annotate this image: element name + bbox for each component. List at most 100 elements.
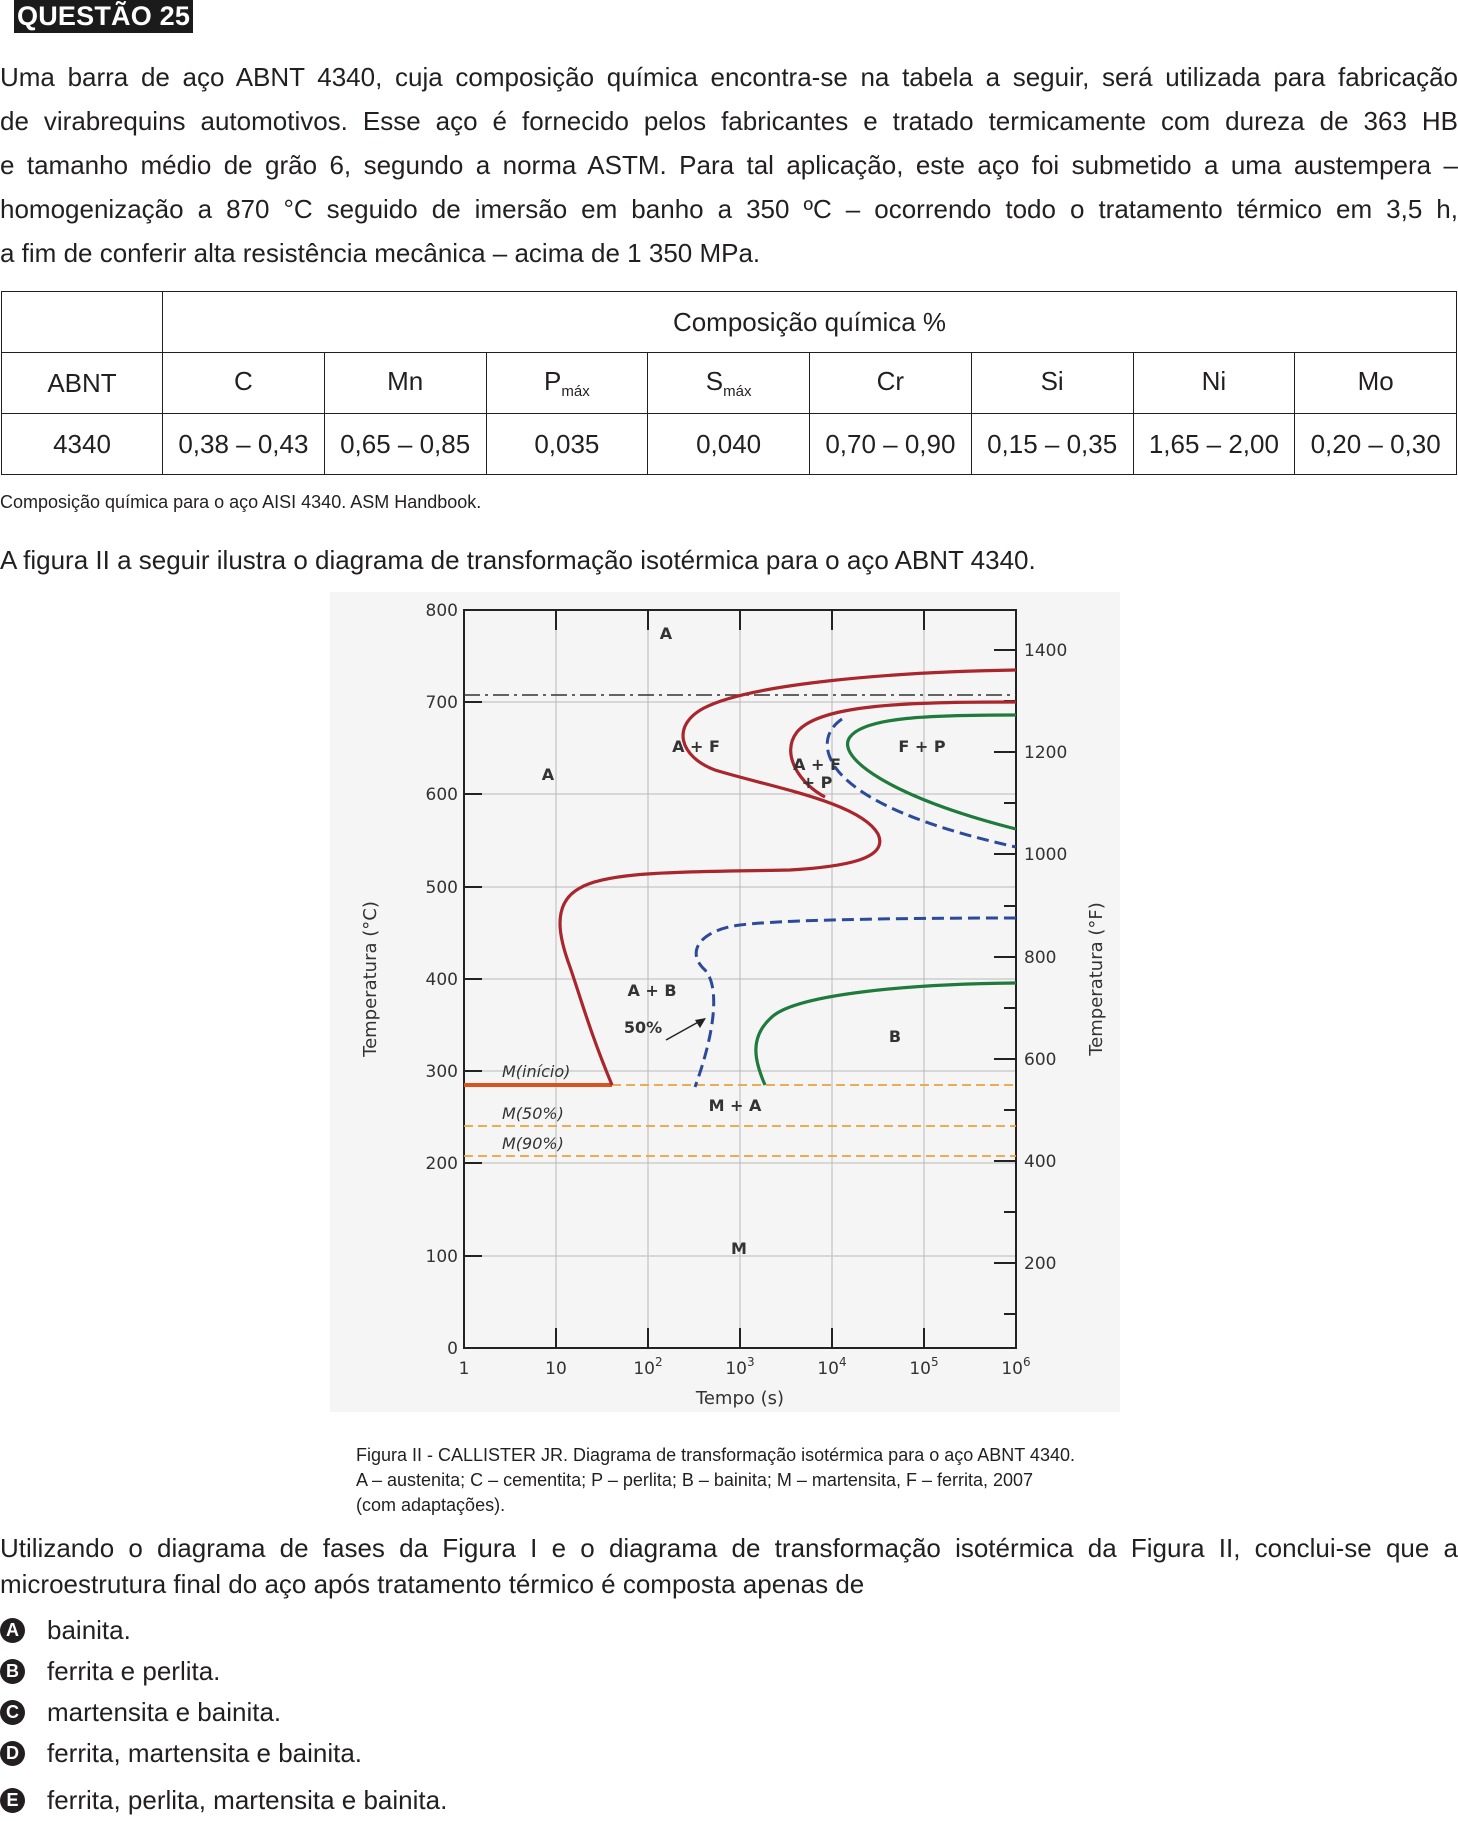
fifty-arrow-head: [695, 1018, 706, 1028]
y-right-tick: 800: [1024, 948, 1056, 968]
table-col-header: Ni: [1132, 352, 1296, 414]
y-right-tick: 600: [1024, 1050, 1056, 1070]
region-label-a-plus-f: A + F: [672, 737, 720, 756]
finish-lower-curve: [754, 981, 1017, 1086]
fifty-percent-upper-curve: [825, 717, 1017, 849]
diagram-frame: [463, 609, 1017, 1349]
intro-line: e tamanho médio de grão 6, segundo a nor…: [0, 150, 1458, 180]
table-group-header: Composição química %: [162, 291, 1457, 353]
y-right-tick: 200: [1024, 1254, 1056, 1274]
figure-caption: Figura II - CALLISTER JR. Diagrama de tr…: [356, 1443, 1075, 1518]
table-cell: 0,20 – 0,30: [1294, 413, 1457, 475]
table-cell: 0,65 – 0,85: [323, 413, 487, 475]
x-tick: 104: [817, 1355, 846, 1379]
caption-line: Figura II - CALLISTER JR. Diagrama de tr…: [356, 1445, 1075, 1465]
finish-upper-curve: [846, 713, 1017, 831]
table-col-header: Si: [970, 352, 1134, 414]
option-text: ferrita, martensita e bainita.: [47, 1738, 363, 1768]
y-right-tick: 400: [1024, 1152, 1056, 1172]
y-right-tick: 1200: [1024, 743, 1067, 763]
table-header-row: ABNT C Mn Pmáx Smáx Cr Si Ni Mo: [1, 352, 1457, 414]
x-tick: 10: [545, 1359, 567, 1379]
question-prompt: Utilizando o diagrama de fases da Figura…: [0, 1530, 1458, 1602]
option-d[interactable]: D ferrita, martensita e bainita.: [0, 1738, 362, 1769]
prompt-line: microestrutura final do aço após tratame…: [0, 1569, 865, 1599]
table-col-header: Cr: [809, 352, 972, 414]
y-right-tick: 1400: [1024, 641, 1067, 661]
region-label-f-plus-p: F + P: [898, 737, 945, 756]
option-letter-badge: B: [0, 1659, 25, 1684]
table-cell: 0,15 – 0,35: [970, 413, 1134, 475]
table-cell: 0,38 – 0,43: [162, 413, 325, 475]
table-cell-grade: 4340: [1, 413, 163, 475]
intro-line: homogenização a 870 °C seguido de imersã…: [0, 194, 1458, 224]
option-text: martensita e bainita.: [47, 1697, 282, 1727]
table-cell: 0,035: [485, 413, 649, 475]
option-a[interactable]: A bainita.: [0, 1615, 131, 1646]
question-intro: Uma barra de aço ABNT 4340, cuja composi…: [0, 55, 1458, 275]
table-cell: 0,040: [647, 413, 810, 475]
region-label-a-left: A: [542, 765, 555, 784]
region-label-a-f-p-2: + P: [802, 773, 833, 792]
intro-line: de virabrequins automotivos. Esse aço é …: [0, 106, 1458, 136]
option-letter-badge: E: [0, 1788, 25, 1813]
ttt-diagram: A A A + F A + F + P F + P A + B 50% B M …: [360, 601, 1107, 1409]
fifty-arrow: [665, 1019, 703, 1041]
diagram-ticks: [464, 610, 1016, 1348]
intro-line: a fim de conferir alta resistência mecân…: [0, 238, 761, 268]
x-tick: 102: [633, 1355, 662, 1379]
option-e[interactable]: E ferrita, perlita, martensita e bainita…: [0, 1785, 447, 1816]
m-50-label: M(50%): [502, 1104, 564, 1123]
region-label-b: B: [889, 1027, 901, 1046]
x-axis-label: Tempo (s): [695, 1388, 784, 1409]
option-letter-badge: A: [0, 1618, 25, 1643]
y-left-tick: 600: [426, 785, 458, 805]
m-90-label: M(90%): [502, 1134, 564, 1153]
table-col-header: Pmáx: [485, 352, 649, 414]
x-tick: 103: [725, 1355, 754, 1379]
y-left-tick: 300: [426, 1062, 458, 1082]
y-left-tick: 0: [447, 1339, 458, 1359]
region-label-fifty: 50%: [624, 1018, 662, 1037]
x-tick: 1: [459, 1359, 470, 1379]
caption-line: (com adaptações).: [356, 1495, 506, 1515]
question-label: QUESTÃO 25: [14, 0, 194, 33]
y-left-tick: 700: [426, 693, 458, 713]
region-label-m: M: [731, 1239, 747, 1258]
start-curve: [558, 668, 1017, 1086]
table-row: 4340 0,38 – 0,43 0,65 – 0,85 0,035 0,040…: [1, 413, 1457, 475]
y-left-tick: 800: [426, 601, 458, 621]
m-start-label: M(início): [502, 1062, 570, 1081]
table-col-header: Mn: [323, 352, 487, 414]
figure-intro: A figura II a seguir ilustra o diagrama …: [0, 545, 1036, 575]
table-corner-cell: [1, 291, 163, 353]
ttt-diagram-figure: A A A + F A + F + P F + P A + B 50% B M …: [330, 592, 1120, 1412]
table-col-header: C: [162, 352, 325, 414]
y-axis-right-label: Temperatura (°F): [1086, 902, 1107, 1057]
region-label-m-plus-a: M + A: [709, 1096, 762, 1115]
table-col-header: Mo: [1294, 352, 1457, 414]
intro-line: Uma barra de aço ABNT 4340, cuja composi…: [0, 62, 1458, 92]
fifty-percent-curve: [693, 916, 1017, 1088]
table-row-header: ABNT: [1, 352, 163, 414]
x-tick: 105: [909, 1355, 938, 1379]
option-b[interactable]: B ferrita e perlita.: [0, 1656, 220, 1687]
diagram-grid: [463, 610, 1016, 1348]
y-left-tick: 400: [426, 970, 458, 990]
region-label-a-plus-b: A + B: [627, 981, 676, 1000]
composition-table: Composição química % ABNT C Mn Pmáx Smáx…: [1, 291, 1457, 475]
table-cell: 0,70 – 0,90: [809, 413, 972, 475]
table-cell: 1,65 – 2,00: [1132, 413, 1296, 475]
x-tick: 106: [1001, 1355, 1030, 1379]
prompt-line: Utilizando o diagrama de fases da Figura…: [0, 1533, 1458, 1563]
y-left-tick: 500: [426, 878, 458, 898]
caption-line: A – austenita; C – cementita; P – perlit…: [356, 1470, 1034, 1490]
option-c[interactable]: C martensita e bainita.: [0, 1697, 281, 1728]
option-letter-badge: D: [0, 1741, 25, 1766]
region-label-a-f-p: A + F: [793, 755, 841, 774]
y-right-tick: 1000: [1024, 845, 1067, 865]
table-source: Composição química para o aço AISI 4340.…: [0, 492, 482, 512]
table-col-header: Smáx: [647, 352, 810, 414]
option-letter-badge: C: [0, 1700, 25, 1725]
pearlite-start-curve: [789, 700, 1017, 799]
